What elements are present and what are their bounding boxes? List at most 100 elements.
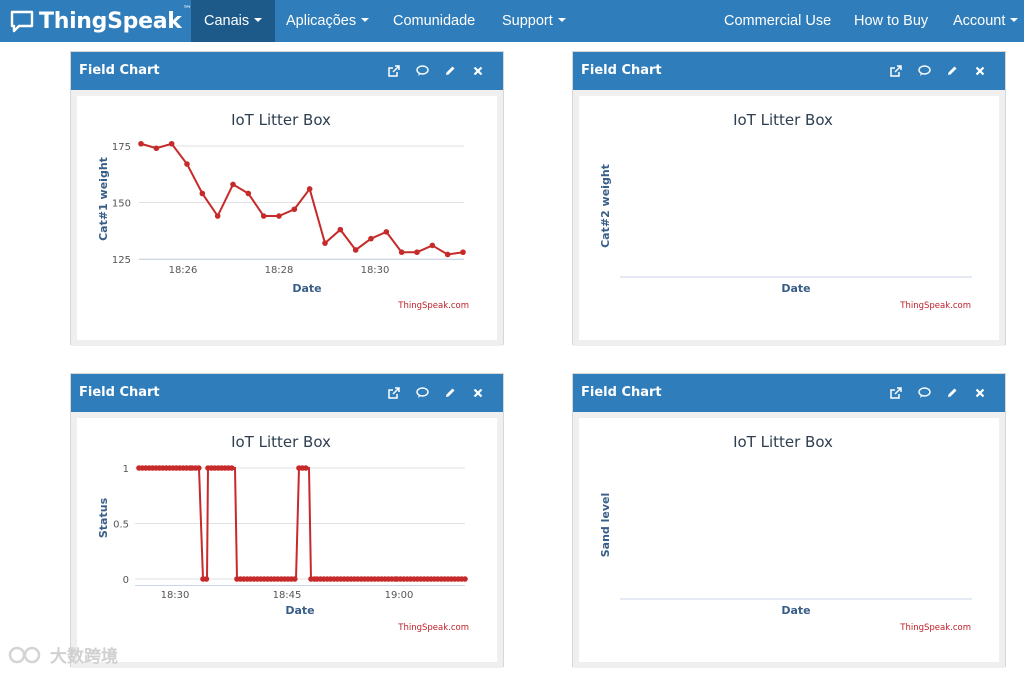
data-point	[214, 213, 221, 219]
external-link-icon[interactable]	[385, 62, 403, 80]
panel-title: Field Chart	[581, 385, 662, 400]
chart-area: IoT Litter Box Cat#2 weight Date ThingSp…	[579, 96, 999, 340]
y-axis-title: Status	[97, 497, 110, 538]
chart-area: IoT Litter Box Cat#1 weight Date ThingSp…	[77, 96, 497, 340]
data-point	[291, 206, 298, 213]
chart-svg: IoT Litter Box Cat#2 weight Date ThingSp…	[599, 111, 972, 311]
nav-how-to-buy[interactable]: How to Buy	[854, 13, 929, 29]
x-axis-title: Date	[292, 282, 321, 295]
field-chart-panel: Field Chart IoT Litter Box Sand level Da…	[572, 373, 1006, 668]
chart-title: IoT Litter Box	[733, 433, 833, 451]
thingspeak-credit[interactable]: ThingSpeak.com	[899, 301, 971, 311]
x-tick-label: 18:45	[273, 590, 302, 601]
panel-title: Field Chart	[581, 63, 662, 78]
panel-title: Field Chart	[79, 385, 160, 400]
close-icon[interactable]	[469, 384, 487, 402]
data-point	[153, 145, 160, 152]
top-navbar: ThingSpeak™ Canais Aplicações Comunidade…	[0, 0, 1024, 42]
close-icon[interactable]	[469, 62, 487, 80]
nav-support[interactable]: Support	[489, 0, 579, 42]
panel-header: Field Chart	[71, 374, 503, 412]
data-point	[138, 140, 144, 147]
comment-icon[interactable]	[915, 384, 933, 402]
chart-svg: IoT Litter Box Status Date ThingSpeak.co…	[97, 433, 469, 633]
panel-header: Field Chart	[573, 374, 1005, 412]
pencil-icon[interactable]	[441, 384, 459, 402]
y-tick-label: 150	[112, 199, 131, 210]
chevron-down-icon	[361, 18, 370, 23]
x-axis-title: Date	[781, 604, 810, 617]
y-axis-title: Cat#1 weight	[97, 157, 110, 241]
nav-canais[interactable]: Canais	[191, 0, 276, 42]
data-point	[230, 181, 236, 188]
panel-header: Field Chart	[573, 52, 1005, 90]
data-point	[199, 190, 206, 197]
x-tick-label: 19:00	[385, 590, 414, 601]
watermark-text: 大数跨境	[50, 647, 118, 666]
x-tick-label: 18:30	[361, 265, 390, 276]
nav-aplicacoes[interactable]: Aplicações	[273, 0, 382, 42]
field-chart-panel: Field Chart IoT Litter Box Cat#2 weight …	[572, 51, 1006, 346]
external-link-icon[interactable]	[887, 384, 905, 402]
data-point	[306, 186, 313, 192]
data-point	[462, 576, 468, 582]
watermark: 大数跨境	[8, 642, 118, 667]
thingspeak-credit[interactable]: ThingSpeak.com	[899, 623, 971, 633]
comment-icon[interactable]	[413, 62, 431, 80]
comment-icon[interactable]	[915, 62, 933, 80]
data-point	[260, 213, 267, 219]
data-point	[460, 249, 466, 256]
nav-account[interactable]: Account	[940, 0, 1024, 42]
chat-bubble-icon	[10, 10, 34, 33]
close-icon[interactable]	[971, 62, 989, 80]
data-point	[203, 576, 210, 582]
field-chart-panel: Field Chart IoT Litter Box Cat#1 weight …	[70, 51, 504, 346]
panel-title: Field Chart	[79, 63, 160, 78]
watermark-logo-icon	[8, 646, 41, 663]
data-point	[398, 249, 405, 256]
brand-name: ThingSpeak™	[39, 4, 192, 34]
thingspeak-credit[interactable]: ThingSpeak.com	[397, 301, 469, 311]
data-point	[444, 251, 451, 258]
pencil-icon[interactable]	[943, 62, 961, 80]
x-axis-title: Date	[781, 282, 810, 295]
pencil-icon[interactable]	[943, 384, 961, 402]
thingspeak-credit[interactable]: ThingSpeak.com	[397, 623, 469, 633]
data-point	[276, 213, 282, 219]
chart-title: IoT Litter Box	[231, 433, 331, 451]
data-point	[196, 465, 202, 471]
data-point	[292, 576, 298, 582]
y-tick-label: 0	[123, 575, 129, 586]
data-point	[303, 465, 309, 471]
nav-commercial-use[interactable]: Commercial Use	[724, 13, 832, 29]
chart-svg: IoT Litter Box Cat#1 weight Date ThingSp…	[97, 111, 469, 311]
data-point	[184, 161, 190, 167]
chevron-down-icon	[1010, 18, 1019, 23]
data-point	[429, 242, 436, 249]
data-point	[168, 140, 175, 147]
series-line	[140, 142, 464, 256]
external-link-icon[interactable]	[385, 384, 403, 402]
chart-title: IoT Litter Box	[231, 111, 331, 129]
chart-area: IoT Litter Box Status Date ThingSpeak.co…	[77, 418, 497, 662]
y-tick-label: 175	[112, 142, 131, 153]
y-tick-label: 125	[112, 255, 131, 266]
y-tick-label: 0.5	[113, 520, 129, 531]
data-point	[337, 226, 344, 233]
thingspeak-logo[interactable]: ThingSpeak™	[10, 4, 192, 36]
x-axis-title: Date	[285, 604, 314, 617]
data-point	[368, 235, 374, 242]
close-icon[interactable]	[971, 384, 989, 402]
comment-icon[interactable]	[413, 384, 431, 402]
y-tick-label: 1	[123, 464, 129, 475]
field-chart-panel: Field Chart IoT Litter Box Status Date T…	[70, 373, 504, 668]
x-tick-label: 18:30	[161, 590, 190, 601]
external-link-icon[interactable]	[887, 62, 905, 80]
pencil-icon[interactable]	[441, 62, 459, 80]
y-axis-title: Sand level	[599, 493, 612, 558]
data-point	[383, 229, 390, 235]
nav-comunidade[interactable]: Comunidade	[393, 13, 476, 29]
data-point	[414, 249, 420, 256]
panel-header: Field Chart	[71, 52, 503, 90]
data-point	[229, 465, 235, 471]
